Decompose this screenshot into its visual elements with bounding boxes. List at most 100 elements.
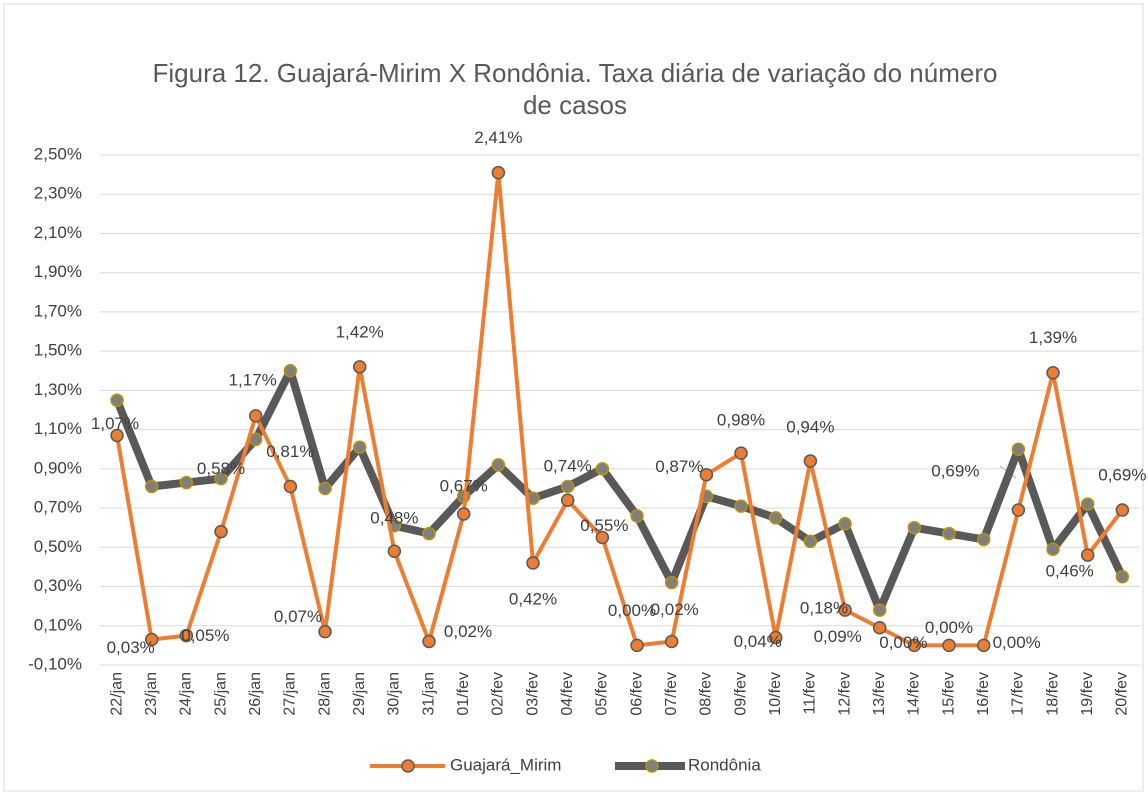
x-tick-label: 14/fev <box>906 672 923 716</box>
data-label: 0,09% <box>814 627 862 646</box>
marker <box>803 534 818 549</box>
data-label: 0,55% <box>580 516 628 535</box>
x-tick-label: 31/jan <box>420 672 437 716</box>
x-tick-label: 10/fev <box>767 672 784 716</box>
x-tick-label: 08/fev <box>698 672 715 716</box>
y-tick-label: 2,10% <box>34 223 82 242</box>
y-tick-label: 1,30% <box>34 380 82 399</box>
legend-label: Guajará_Mirim <box>450 755 561 774</box>
x-tick-label: 22/jan <box>108 672 125 716</box>
data-label: 0,00% <box>608 601 656 620</box>
marker <box>248 409 263 423</box>
chart-frame <box>3 3 1144 792</box>
x-tick-label: 28/jan <box>316 672 333 716</box>
x-tick-label: 04/fev <box>559 672 576 716</box>
data-label: 0,05% <box>181 626 229 645</box>
y-tick-label: 0,70% <box>34 498 82 517</box>
marker <box>838 603 852 617</box>
y-tick-label: 1,90% <box>34 262 82 281</box>
x-tick-label: 27/jan <box>282 672 299 716</box>
marker <box>1011 442 1026 456</box>
x-tick-label: 17/fev <box>1010 672 1027 716</box>
marker <box>734 499 748 513</box>
marker <box>872 620 887 635</box>
y-tick-label: 0,90% <box>34 458 82 477</box>
marker <box>179 475 194 490</box>
marker <box>318 624 332 639</box>
data-label: 0,58% <box>197 459 245 478</box>
marker <box>1115 503 1130 517</box>
data-label: 0,69% <box>1098 466 1146 485</box>
data-label: 0,00% <box>925 618 973 637</box>
marker <box>456 507 471 521</box>
data-label: 0,87% <box>655 457 703 476</box>
marker <box>352 440 367 455</box>
marker <box>838 517 852 531</box>
marker <box>110 393 124 407</box>
marker <box>1046 542 1060 557</box>
marker <box>595 462 610 476</box>
marker <box>630 509 644 523</box>
y-tick-label: 1,10% <box>34 419 82 438</box>
marker <box>491 165 506 180</box>
marker <box>422 526 436 541</box>
marker <box>214 524 228 539</box>
y-tick-label: 2,50% <box>34 144 82 163</box>
marker <box>803 454 818 468</box>
data-label: 0,02% <box>444 622 492 641</box>
data-label: 0,00% <box>879 633 927 652</box>
data-label: 0,74% <box>544 457 592 476</box>
y-tick-label: -0,10% <box>28 654 82 673</box>
marker <box>976 638 991 653</box>
data-label: 0,04% <box>734 632 782 651</box>
marker <box>1080 548 1095 562</box>
marker <box>110 428 124 443</box>
marker <box>283 364 298 378</box>
x-tick-label: 19/fev <box>1079 672 1096 716</box>
data-label: 1,07% <box>91 414 139 433</box>
x-tick-label: 02/fev <box>490 672 507 716</box>
marker <box>144 632 159 647</box>
data-label: 0,03% <box>107 638 155 657</box>
x-tick-label: 20/fev <box>1114 672 1131 716</box>
data-label: 0,00% <box>993 633 1041 652</box>
marker <box>907 520 922 535</box>
data-label: 1,17% <box>229 370 277 389</box>
marker <box>768 511 783 525</box>
marker <box>214 471 228 486</box>
marker <box>1115 569 1130 584</box>
y-tick-label: 0,10% <box>34 615 82 634</box>
marker <box>560 493 575 507</box>
marker <box>318 481 332 496</box>
marker <box>768 630 783 645</box>
x-tick-label: 03/fev <box>524 672 541 716</box>
marker <box>976 532 991 547</box>
marker <box>560 479 575 494</box>
data-label: 2,41% <box>474 128 522 147</box>
y-tick-label: 1,70% <box>34 301 82 320</box>
x-tick-label: 25/jan <box>212 672 229 716</box>
marker <box>942 526 956 541</box>
marker <box>283 479 298 494</box>
marker <box>491 458 506 472</box>
marker <box>422 634 436 649</box>
x-tick-label: 09/fev <box>732 672 749 716</box>
x-tick-label: 26/jan <box>247 672 264 716</box>
x-tick-label: 24/jan <box>178 672 195 716</box>
marker <box>664 634 679 649</box>
marker <box>387 544 402 558</box>
data-label: 0,18% <box>800 599 848 618</box>
x-tick-label: 12/fev <box>836 672 853 716</box>
legend-marker <box>645 759 659 773</box>
x-tick-label: 18/fev <box>1044 672 1061 716</box>
x-tick-label: 29/jan <box>351 672 368 716</box>
data-label: 0,69% <box>931 462 979 481</box>
marker <box>595 530 610 545</box>
x-tick-label: 15/fev <box>940 672 957 716</box>
x-tick-label: 01/fev <box>455 672 472 716</box>
x-tick-label: 11/fev <box>802 672 819 714</box>
data-label: 0,02% <box>651 600 699 619</box>
data-label: 0,46% <box>1046 562 1094 581</box>
legend-marker <box>401 759 415 773</box>
